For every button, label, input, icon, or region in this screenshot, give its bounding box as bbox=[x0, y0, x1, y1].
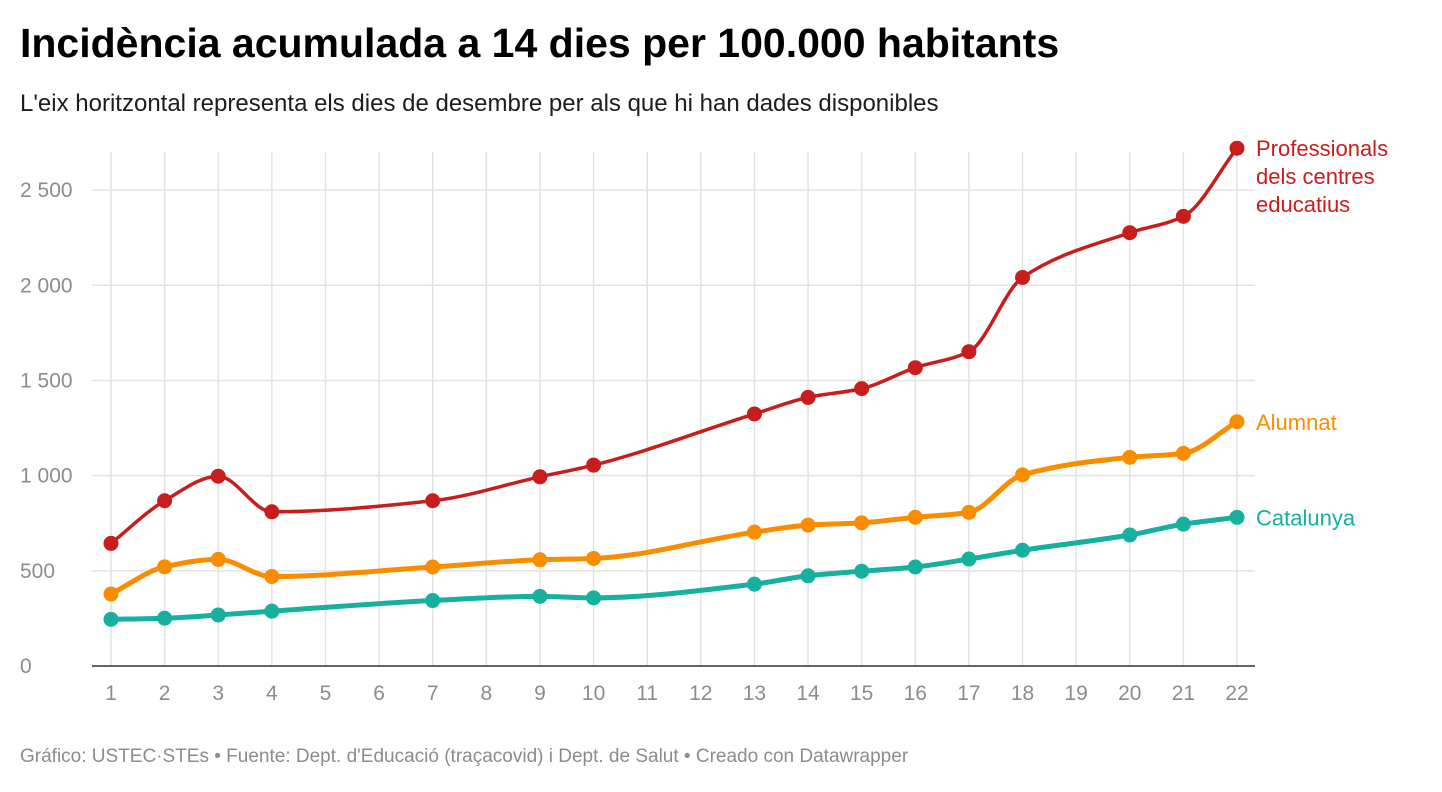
data-point[interactable] bbox=[532, 469, 548, 485]
chart-footer: Gráfico: USTEC·STEs • Fuente: Dept. d'Ed… bbox=[20, 746, 909, 767]
data-point[interactable] bbox=[1229, 414, 1245, 430]
x-tick-label: 1 bbox=[105, 682, 117, 705]
grid-layer bbox=[92, 152, 1255, 666]
data-point[interactable] bbox=[103, 586, 119, 602]
data-point[interactable] bbox=[1175, 208, 1191, 224]
data-point[interactable] bbox=[1122, 527, 1138, 543]
data-point[interactable] bbox=[1122, 225, 1138, 241]
data-point[interactable] bbox=[854, 381, 870, 397]
series-2 bbox=[103, 414, 1245, 602]
x-tick-label: 21 bbox=[1172, 682, 1195, 705]
data-point[interactable] bbox=[425, 493, 441, 509]
series-line bbox=[109, 146, 1239, 546]
data-point[interactable] bbox=[264, 569, 280, 585]
data-point[interactable] bbox=[746, 524, 762, 540]
x-tick-label: 8 bbox=[480, 682, 492, 705]
data-point[interactable] bbox=[961, 551, 977, 567]
data-point[interactable] bbox=[800, 389, 816, 405]
y-tick-label: 0 bbox=[20, 655, 32, 678]
x-tick-label: 2 bbox=[159, 682, 171, 705]
data-point[interactable] bbox=[586, 550, 602, 566]
x-tick-label: 22 bbox=[1225, 682, 1248, 705]
data-point[interactable] bbox=[425, 593, 441, 609]
x-tick-label: 6 bbox=[373, 682, 385, 705]
data-point[interactable] bbox=[586, 457, 602, 473]
series-line bbox=[108, 419, 1240, 597]
y-tick-label: 1 500 bbox=[20, 369, 73, 392]
y-tick-label: 1 000 bbox=[20, 465, 73, 488]
data-point[interactable] bbox=[746, 576, 762, 592]
data-point[interactable] bbox=[103, 611, 119, 627]
data-point[interactable] bbox=[586, 590, 602, 606]
x-tick-label: 16 bbox=[904, 682, 927, 705]
data-point[interactable] bbox=[210, 607, 226, 623]
data-point[interactable] bbox=[746, 406, 762, 422]
data-point[interactable] bbox=[1229, 509, 1245, 525]
x-tick-label: 17 bbox=[957, 682, 980, 705]
data-point[interactable] bbox=[854, 515, 870, 531]
series-label: Alumnat bbox=[1256, 410, 1337, 435]
data-point[interactable] bbox=[800, 517, 816, 533]
x-tick-label: 15 bbox=[850, 682, 873, 705]
x-tick-label: 10 bbox=[582, 682, 605, 705]
series-label: Catalunya bbox=[1256, 505, 1356, 530]
data-point[interactable] bbox=[907, 509, 923, 525]
series-label-layer: Professionals dels centres educatius Alumna… bbox=[1256, 136, 1388, 530]
data-point[interactable] bbox=[157, 610, 173, 626]
series-label: educatius bbox=[1256, 192, 1350, 217]
x-tick-label: 19 bbox=[1064, 682, 1087, 705]
data-point[interactable] bbox=[1229, 140, 1245, 156]
data-point[interactable] bbox=[1015, 467, 1031, 483]
data-point[interactable] bbox=[854, 563, 870, 579]
data-point[interactable] bbox=[425, 559, 441, 575]
data-point[interactable] bbox=[1015, 542, 1031, 558]
data-point[interactable] bbox=[157, 493, 173, 509]
series-1 bbox=[103, 140, 1245, 551]
data-point[interactable] bbox=[210, 468, 226, 484]
x-tick-label: 11 bbox=[636, 682, 658, 705]
data-point[interactable] bbox=[907, 360, 923, 376]
y-tick-label: 2 500 bbox=[20, 179, 73, 202]
data-point[interactable] bbox=[210, 551, 226, 567]
chart-subtitle: L'eix horitzontal representa els dies de… bbox=[20, 90, 939, 117]
x-tick-label: 5 bbox=[320, 682, 332, 705]
y-tick-label: 2 000 bbox=[20, 274, 73, 297]
x-tick-label: 13 bbox=[743, 682, 766, 705]
axis-layer: 1 2 3 4 5 6 7 8 9 10 11 12 13 14 15 16 17 18 19 20 21 2205001… bbox=[20, 179, 1255, 705]
series-label: dels centres bbox=[1256, 164, 1375, 189]
data-point[interactable] bbox=[907, 559, 923, 575]
series-3 bbox=[103, 509, 1245, 627]
y-tick-label: 500 bbox=[20, 560, 55, 583]
data-point[interactable] bbox=[1122, 449, 1138, 465]
data-point[interactable] bbox=[157, 559, 173, 575]
data-point[interactable] bbox=[1175, 445, 1191, 461]
x-tick-label: 18 bbox=[1011, 682, 1034, 705]
series-layer bbox=[103, 140, 1245, 627]
data-point[interactable] bbox=[800, 568, 816, 584]
series-line bbox=[108, 514, 1240, 622]
series-label: Professionals bbox=[1256, 136, 1388, 161]
x-tick-label: 7 bbox=[427, 682, 439, 705]
data-point[interactable] bbox=[103, 535, 119, 551]
x-tick-label: 12 bbox=[689, 682, 712, 705]
data-point[interactable] bbox=[264, 504, 280, 520]
data-point[interactable] bbox=[264, 603, 280, 619]
x-tick-label: 14 bbox=[796, 682, 820, 705]
data-point[interactable] bbox=[532, 552, 548, 568]
data-point[interactable] bbox=[961, 344, 977, 360]
data-point[interactable] bbox=[1175, 516, 1191, 532]
data-point[interactable] bbox=[532, 588, 548, 604]
data-point[interactable] bbox=[961, 504, 977, 520]
x-tick-label: 9 bbox=[534, 682, 546, 705]
x-tick-label: 3 bbox=[212, 682, 224, 705]
chart-title: Incidència acumulada a 14 dies per 100.0… bbox=[20, 20, 1060, 66]
x-tick-label: 4 bbox=[266, 682, 278, 705]
x-tick-label: 20 bbox=[1118, 682, 1141, 705]
data-point[interactable] bbox=[1015, 269, 1031, 285]
